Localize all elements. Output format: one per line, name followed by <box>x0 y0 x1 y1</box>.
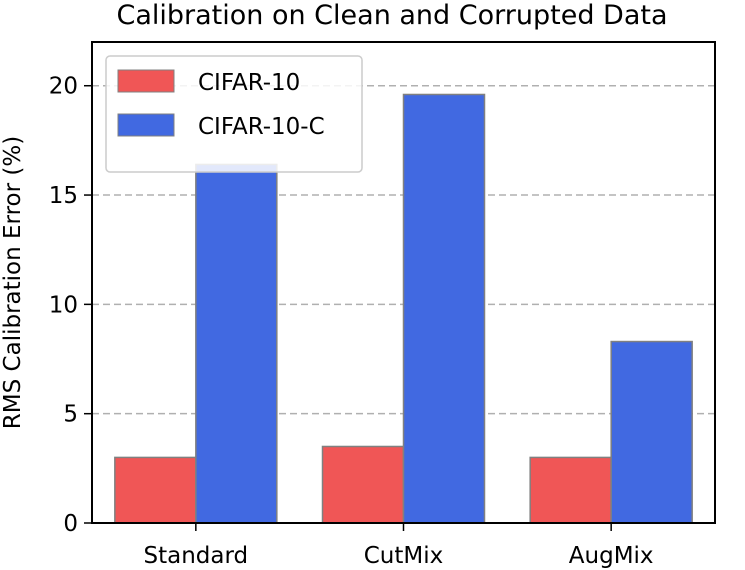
y-tick-label: 15 <box>49 183 78 209</box>
bar-cifar-10-augmix <box>529 456 612 524</box>
y-tick-label: 5 <box>63 402 78 428</box>
y-axis-ticks: 0 5 10 15 20 <box>49 74 92 537</box>
x-axis-ticks: Standard CutMix AugMix <box>144 523 654 569</box>
x-tick-label: CutMix <box>364 543 444 569</box>
bar-cifar-10-c-cutmix <box>402 93 486 524</box>
y-tick-label: 0 <box>63 511 78 537</box>
x-tick-label: AugMix <box>569 543 654 569</box>
legend-label: CIFAR-10-C <box>198 114 325 140</box>
bar-cifar-10-cutmix <box>321 445 405 524</box>
chart-title: Calibration on Clean and Corrupted Data <box>116 0 667 31</box>
legend: CIFAR-10 CIFAR-10-C <box>105 55 363 173</box>
legend-swatch <box>117 69 175 93</box>
legend-label: CIFAR-10 <box>198 70 300 96</box>
x-tick-label: Standard <box>144 543 249 569</box>
bar-cifar-10-standard <box>114 456 197 524</box>
y-tick-label: 20 <box>49 74 78 100</box>
y-tick-label: 10 <box>49 292 78 318</box>
y-axis-label: RMS Calibration Error (%) <box>0 136 26 429</box>
bar-cifar-10-c-augmix <box>610 340 693 524</box>
legend-swatch <box>117 113 175 137</box>
bar-cifar-10-c-standard <box>195 163 278 524</box>
